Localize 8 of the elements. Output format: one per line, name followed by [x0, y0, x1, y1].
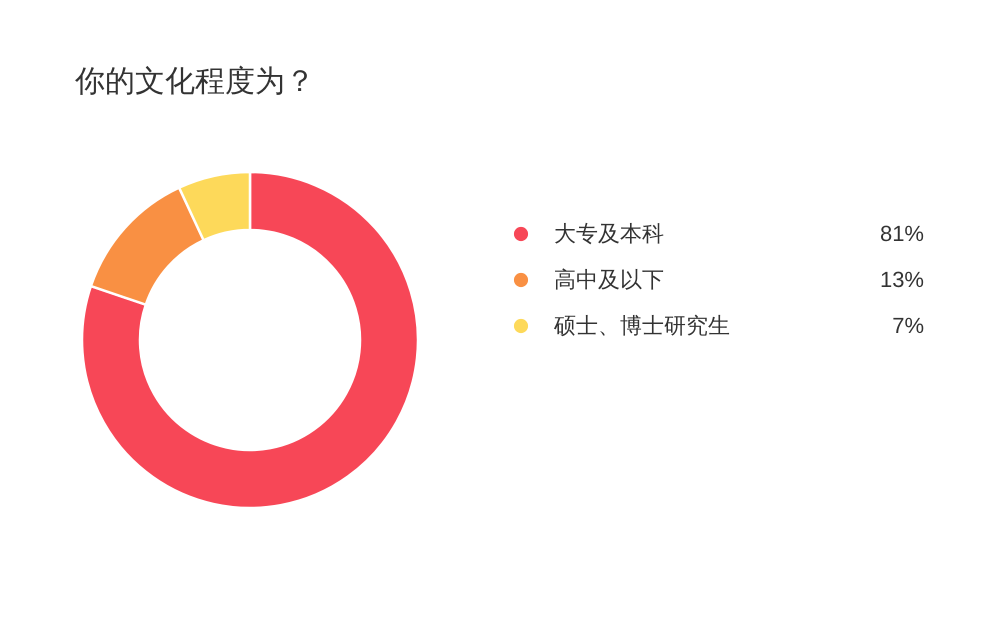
data-label: 7%: [892, 313, 924, 338]
legend-label: 大专及本科: [554, 221, 664, 246]
legend-label: 高中及以下: [554, 267, 664, 292]
data-label: 13%: [880, 267, 924, 292]
data-label: 81%: [880, 221, 924, 246]
chart-title: 你的文化程度为？: [74, 65, 315, 98]
donut-slice: [81, 170, 420, 510]
legend-label: 硕士、博士研究生: [553, 313, 730, 338]
